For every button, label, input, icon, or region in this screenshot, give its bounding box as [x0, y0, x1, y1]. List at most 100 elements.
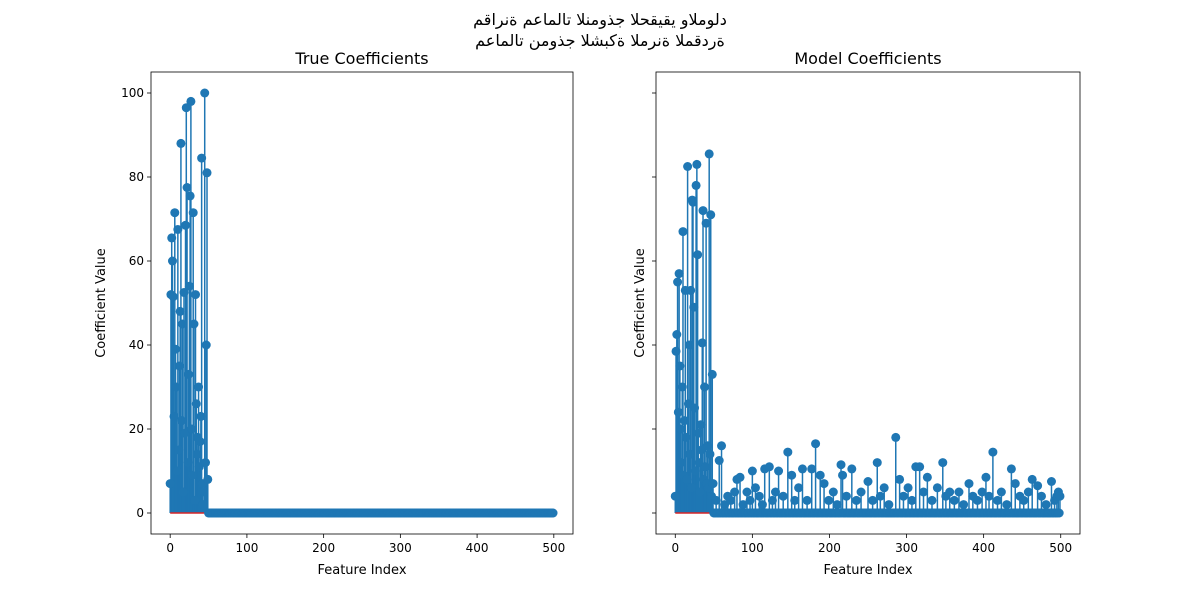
stem-marker: [996, 487, 1006, 497]
stem-marker: [932, 483, 942, 493]
stem-marker: [697, 338, 707, 348]
stem-marker: [174, 445, 184, 455]
stem-marker: [170, 208, 180, 218]
x-tick-label: 400: [466, 541, 489, 555]
y-tick-label: 60: [129, 254, 144, 268]
y-axis-label: Coefficient Value: [94, 248, 109, 358]
stem-marker: [194, 382, 204, 392]
stem-marker: [757, 500, 767, 510]
stem-marker: [706, 210, 716, 220]
stem-marker: [184, 281, 194, 291]
stem-marker: [677, 382, 687, 392]
stem-marker: [180, 428, 190, 438]
stem-marker: [754, 491, 764, 501]
stem-marker: [186, 96, 196, 106]
stem-marker: [187, 470, 197, 480]
stem-marker: [185, 191, 195, 201]
x-axis-label: Feature Index: [317, 563, 406, 578]
x-tick-label: 0: [671, 541, 679, 555]
stem-marker: [984, 491, 994, 501]
stem-marker: [1027, 474, 1037, 484]
stem-marker: [841, 491, 851, 501]
stem-marker: [188, 208, 198, 218]
stem-marker: [954, 487, 964, 497]
stem-marker: [177, 319, 187, 329]
stem-marker: [676, 458, 686, 468]
stem-marker: [708, 479, 718, 489]
stem-marker: [704, 149, 714, 159]
stem-marker: [767, 495, 777, 505]
stem-marker: [187, 424, 197, 434]
stem-marker: [919, 487, 929, 497]
stem-marker: [875, 491, 885, 501]
stem-marker: [750, 483, 760, 493]
stem-marker: [819, 479, 829, 489]
stem-marker: [915, 462, 925, 472]
x-tick-label: 500: [542, 541, 565, 555]
stem-marker: [824, 495, 834, 505]
stem-marker: [201, 340, 211, 350]
stem-marker: [745, 495, 755, 505]
stem-marker: [175, 306, 185, 316]
y-tick-label: 20: [129, 422, 144, 436]
x-axis-label: Feature Index: [823, 563, 912, 578]
suptitle-line-1: مقارنة معاملات النموذج الحقيقي والمولد: [473, 10, 727, 29]
stem-marker: [714, 456, 724, 465]
x-tick-label: 300: [895, 541, 918, 555]
stem-marker: [695, 487, 705, 497]
stem-marker: [693, 428, 703, 438]
stem-marker: [172, 466, 182, 476]
subplot-true-coefficients: 0 100 200 300 400 500 0 20 40 60 80 100 True Coeffic…: [94, 49, 574, 578]
stem-marker: [747, 466, 757, 476]
stem-marker: [1055, 491, 1065, 501]
stem-marker: [872, 458, 882, 468]
y-axis-label: Coefficient Value: [633, 248, 648, 358]
stem-marker: [200, 458, 210, 468]
stem-marker: [689, 302, 699, 312]
stem-marker: [851, 495, 861, 505]
stem-marker: [681, 432, 691, 442]
stem-marker: [895, 474, 905, 484]
stem-marker: [190, 495, 200, 505]
stem-marker: [191, 290, 201, 300]
stem-marker: [700, 382, 710, 392]
stem-marker: [838, 470, 848, 480]
stem-marker: [167, 233, 177, 243]
stem-marker: [675, 361, 685, 371]
stem-marker: [691, 180, 701, 190]
stem-marker: [703, 441, 713, 451]
stem-marker: [682, 474, 692, 484]
stem-marker: [693, 250, 703, 260]
stem-marker: [203, 474, 213, 484]
y-tick-label: 80: [129, 170, 144, 184]
stem-marker: [692, 159, 702, 169]
stem-marker: [197, 153, 207, 163]
stem-marker: [993, 495, 1003, 505]
stem-marker: [903, 483, 913, 493]
stem-marker: [173, 225, 183, 234]
stem-marker: [730, 487, 740, 497]
stem-marker: [863, 477, 873, 486]
stem-marker: [685, 449, 695, 459]
stem-marker: [182, 183, 192, 192]
axes-frame: [150, 71, 574, 535]
stem-marker: [1010, 479, 1020, 489]
stem-marker: [898, 491, 908, 501]
stem-marker: [684, 340, 694, 350]
stem-marker: [673, 407, 683, 417]
stem-marker: [169, 411, 179, 421]
stem-marker: [981, 472, 991, 482]
stem-marker: [1019, 495, 1029, 505]
y-tick-label: 100: [121, 86, 144, 100]
stem-marker: [787, 470, 797, 480]
stem-marker: [165, 479, 175, 489]
stem-marker: [856, 487, 866, 497]
stem-marker: [764, 462, 774, 472]
x-tick-label: 0: [166, 541, 174, 555]
stem-marker: [977, 487, 987, 497]
stem-marker: [705, 449, 715, 459]
stem-marker: [1041, 500, 1051, 510]
stem-marker: [972, 495, 982, 505]
stem-marker: [828, 487, 838, 497]
stem-marker: [686, 285, 696, 295]
